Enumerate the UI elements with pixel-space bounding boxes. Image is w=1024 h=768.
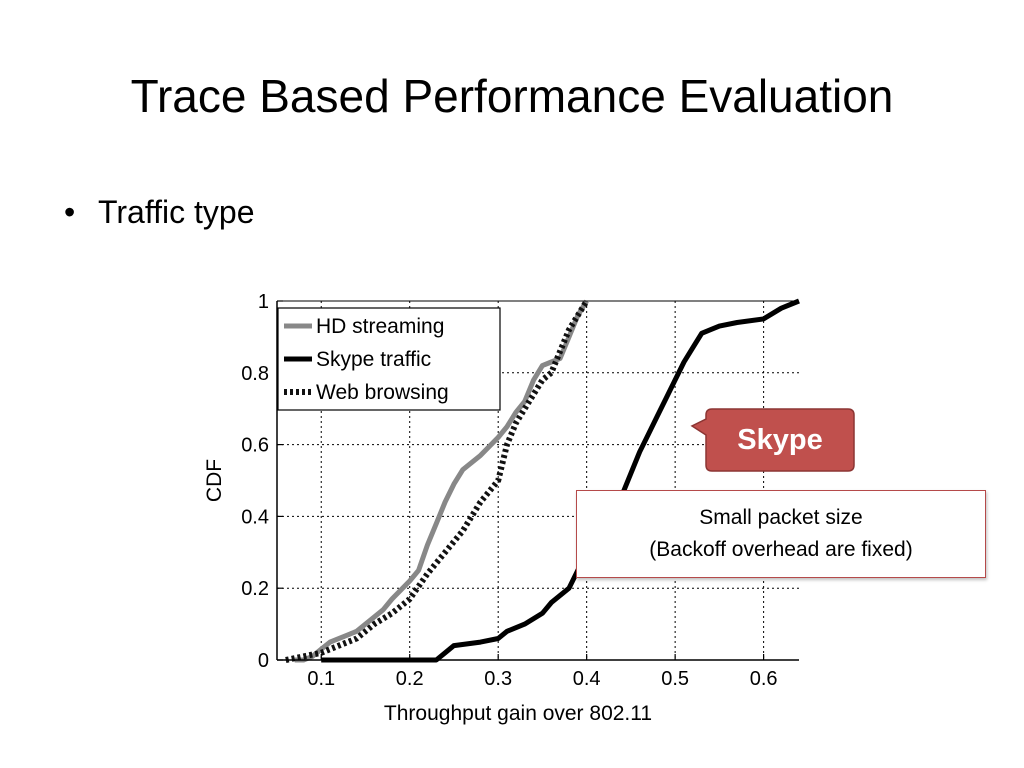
skype-callout-shape — [690, 408, 855, 472]
x-tick-label: 0.2 — [396, 668, 424, 690]
y-tick-label: 0.2 — [241, 578, 269, 600]
note-line-2: (Backoff overhead are fixed) — [649, 538, 913, 561]
legend: HD streaming Skype traffic Web browsing — [277, 307, 501, 411]
legend-label: HD streaming — [316, 315, 444, 338]
note-box: Small packet size (Backoff overhead are … — [576, 490, 986, 578]
x-tick-label: 0.4 — [573, 668, 601, 690]
y-tick-label: 0 — [258, 650, 269, 672]
y-tick-label: 0.8 — [241, 363, 269, 385]
bullet-item: • Traffic type — [64, 190, 255, 234]
x-tick-label: 0.5 — [661, 668, 689, 690]
y-tick-label: 0.4 — [241, 506, 269, 528]
skype-callout-label: Skype — [737, 424, 823, 456]
x-tick-label: 0.3 — [484, 668, 512, 690]
bullet-text: Traffic type — [98, 194, 255, 230]
y-axis-title: CDF — [203, 459, 226, 502]
x-tick-label: 0.1 — [307, 668, 335, 690]
series-line-web-browsing — [285, 299, 590, 663]
slide-title: Trace Based Performance Evaluation — [130, 70, 894, 122]
bullet-dot-icon: • — [64, 194, 76, 230]
y-tick-label: 1 — [258, 291, 269, 313]
legend-box — [277, 307, 501, 411]
note-line-1: Small packet size — [699, 506, 863, 529]
x-axis-title: Throughput gain over 802.11 — [384, 702, 652, 725]
x-tick-label: 0.6 — [750, 668, 778, 690]
axis-layer: 0.1 0.2 0.3 0.4 0.5 0.6 0 0.2 0.4 0.6 0.8 1 Throughp… — [203, 291, 799, 725]
legend-label: Web browsing — [316, 381, 449, 404]
legend-label: Skype traffic — [316, 348, 431, 371]
y-tick-label: 0.6 — [241, 435, 269, 457]
series-line-hd-streaming — [294, 299, 589, 663]
